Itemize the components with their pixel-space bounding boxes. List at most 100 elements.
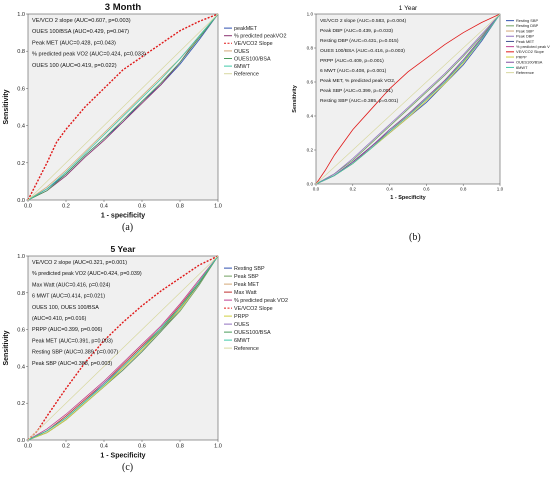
series-line-reference bbox=[27, 255, 219, 441]
x-tick-label: 0.8 bbox=[176, 204, 184, 210]
y-tick-label: 0.2 bbox=[17, 401, 25, 407]
auc-annotation: 6 MWT (AUC=0.414, p=0.021) bbox=[32, 294, 105, 300]
x-tick-label: 0.2 bbox=[350, 187, 357, 192]
legend-entry: Peak SBP bbox=[516, 28, 534, 33]
y-tick-label: 0.0 bbox=[307, 182, 314, 187]
series-line-peak-dbp bbox=[315, 13, 501, 185]
series-line-max-watt bbox=[27, 255, 219, 441]
legend-entry: 6MWT bbox=[234, 338, 251, 344]
x-tick-label: 0.0 bbox=[24, 204, 32, 210]
series-line-resting-dbp bbox=[315, 13, 501, 185]
x-tick-label: 0.4 bbox=[100, 444, 108, 450]
y-tick-label: 0.6 bbox=[307, 80, 314, 85]
legend-entry: Peak MET bbox=[234, 282, 260, 288]
auc-annotation: Peak DBP (AUC=0.439, p=0.033) bbox=[320, 28, 393, 34]
legend-entry: Reference bbox=[234, 346, 259, 352]
x-tick-label: 0.8 bbox=[176, 444, 184, 450]
y-tick-label: 0.8 bbox=[307, 46, 314, 51]
auc-annotation: VE/VCO 2 slope (AUC=0.583, p=0.004) bbox=[320, 18, 407, 24]
y-tick-label: 1.0 bbox=[307, 12, 314, 17]
auc-annotation: Peak MET (AUC=0.428, p=0.043) bbox=[32, 40, 116, 46]
legend-entry: % predicted peakVO2 bbox=[234, 34, 286, 40]
legend-entry: peakMET bbox=[234, 26, 258, 32]
x-tick-label: 1.0 bbox=[214, 444, 222, 450]
auc-annotation: PRPP (AUC=0.409, p=0.001) bbox=[320, 58, 384, 64]
x-tick-label: 0.6 bbox=[138, 204, 146, 210]
auc-annotation: OUES 100/BSA (AUC=0.416, p=0.003) bbox=[320, 48, 405, 54]
legend-entry: VE/VCO2 Slope bbox=[516, 49, 544, 54]
legend-entry: Resting DBP bbox=[516, 23, 539, 28]
auc-annotation: OUES 100, OUES 100/BSA bbox=[32, 305, 99, 311]
x-tick-label: 0.6 bbox=[423, 187, 430, 192]
legend-entry: Peak DBP bbox=[516, 34, 534, 39]
x-axis-label: 1 - Specificity bbox=[390, 195, 426, 201]
series-line-ve-vco2-slope bbox=[27, 255, 219, 441]
x-tick-label: 0.4 bbox=[386, 187, 393, 192]
series-line-6mwt bbox=[315, 13, 501, 185]
legend-entry: VE/VCO2 Slope bbox=[234, 41, 273, 47]
chart-title: 3 Month bbox=[105, 2, 142, 13]
series-line-reference bbox=[27, 13, 219, 201]
x-tick-label: 0.8 bbox=[460, 187, 467, 192]
auc-annotation: % predicted peak VO2 (AUC=0.424, p=0.033… bbox=[32, 52, 146, 58]
auc-annotation: Peak MET, % predicted peak VO2, bbox=[320, 78, 395, 84]
auc-annotation: Peak SBP (AUC=0.388, p=0.003) bbox=[32, 361, 112, 367]
x-tick-label: 0.2 bbox=[62, 444, 70, 450]
auc-annotation: 6 MWT (AUC=0.408, p=0.001) bbox=[320, 68, 387, 74]
series-line-ve-vco2-slope bbox=[315, 13, 501, 185]
legend-entry: 6MWT bbox=[234, 64, 251, 70]
legend-entry: Reference bbox=[516, 70, 534, 75]
auc-annotation: OUES 100 (AUC=0.419, p=0.022) bbox=[32, 63, 117, 69]
series-line-oues100-bsa bbox=[27, 13, 219, 201]
caption-c: (c) bbox=[122, 462, 134, 473]
y-tick-label: 0.6 bbox=[17, 328, 25, 334]
legend-entry: Resting SBP bbox=[516, 18, 538, 23]
chart-title: 1 Year bbox=[399, 5, 418, 12]
x-tick-label: 1.0 bbox=[214, 204, 222, 210]
legend-entry: % predicted peak VO2 bbox=[234, 298, 288, 304]
y-tick-label: 0.4 bbox=[17, 364, 25, 370]
y-tick-label: 0.2 bbox=[307, 148, 314, 153]
series-line-ve-vco2-slope bbox=[27, 13, 219, 201]
y-axis-label: Sensitivity bbox=[3, 330, 10, 365]
legend-entry: Max Watt bbox=[234, 290, 257, 296]
auc-annotation: Resting DBP (AUC=0.431, p=0.015) bbox=[320, 38, 399, 44]
auc-annotation: VE/VCO 2 slope (AUC=0.321, p=0.001) bbox=[32, 260, 127, 266]
auc-annotation: Peak MET (AUC=0.391, p=0.003) bbox=[32, 338, 113, 344]
y-tick-label: 0.8 bbox=[17, 291, 25, 297]
series-line-6mwt bbox=[27, 13, 219, 201]
series-line-6mwt bbox=[27, 255, 219, 441]
legend-entry: VE/VCO2 Slope bbox=[234, 306, 273, 312]
y-axis-label: Sensitivity bbox=[3, 89, 10, 124]
legend-entry: PRPP bbox=[516, 54, 527, 59]
legend-entry: Peak SBP bbox=[234, 274, 259, 280]
y-tick-label: 0.4 bbox=[307, 114, 314, 119]
x-tick-label: 0.0 bbox=[313, 187, 320, 192]
y-tick-label: 0.8 bbox=[17, 49, 25, 55]
auc-annotation: Max Watt (AUC=0.416, p=0.024) bbox=[32, 282, 111, 288]
y-tick-label: 1.0 bbox=[17, 254, 25, 260]
x-tick-label: 0.6 bbox=[138, 444, 146, 450]
legend-entry: Reference bbox=[234, 72, 259, 78]
auc-annotation: % predicted peak VO2 (AUC=0.424, p=0.039… bbox=[32, 271, 142, 277]
y-tick-label: 0.0 bbox=[17, 198, 25, 204]
y-tick-label: 0.6 bbox=[17, 86, 25, 92]
legend-entry: OUES bbox=[234, 49, 250, 55]
x-tick-label: 0.4 bbox=[100, 204, 108, 210]
legend-entry: 6MWT bbox=[516, 65, 528, 70]
roc-chart-1-year: 1 Year 0.0 0.2 0.4 0.6 0.8 1.0 0.0 0.2 0.4 0.6 0.8 1… bbox=[292, 5, 550, 201]
legend-entry: PRPP bbox=[234, 314, 249, 320]
auc-annotation: VE/VCO 2 slope (AUC=0.607, p=0.003) bbox=[32, 18, 131, 24]
chart-1-year: 1 Year 0.0 0.2 0.4 0.6 0.8 1.0 0.0 0.2 0.4 0.6 0.8 1… bbox=[288, 0, 550, 222]
legend-entry: OUES bbox=[234, 322, 250, 328]
roc-chart-3-month: 3 Month 0.0 0.2 0.4 0.6 0.8 1.0 0.0 0.2 0.4 0.6 0.8… bbox=[3, 2, 286, 220]
chart-3-month: 3 Month 0.0 0.2 0.4 0.6 0.8 1.0 0.0 0.2 0.4 0.6 0.8… bbox=[0, 0, 286, 222]
y-axis-label: Sensitivity bbox=[292, 84, 298, 112]
series-line-oues100-bsa bbox=[315, 13, 501, 185]
x-axis-label: 1 - Specificity bbox=[100, 453, 145, 460]
caption-a: (a) bbox=[122, 222, 134, 233]
legend-entry: OUES100/BSA bbox=[234, 56, 271, 62]
series-line-oues bbox=[27, 13, 219, 201]
auc-annotation: Resting SBP (AUC=0.385, p=0.001) bbox=[320, 98, 399, 104]
legend-entry: Resting SBP bbox=[234, 266, 265, 272]
